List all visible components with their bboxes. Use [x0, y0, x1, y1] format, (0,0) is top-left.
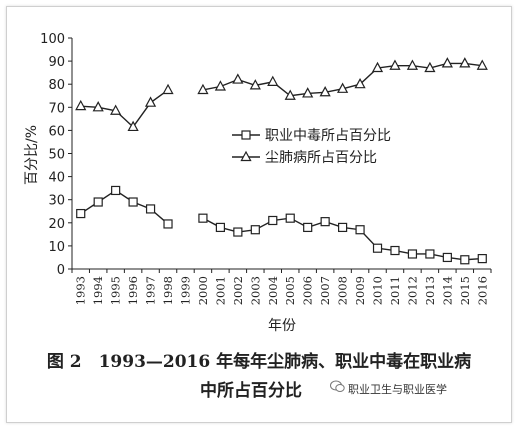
- x-tick-label: 1994: [91, 276, 105, 305]
- data-point-square: [163, 219, 173, 229]
- x-tick-label: 2011: [388, 276, 402, 305]
- data-point-triangle: [144, 96, 157, 107]
- data-point-triangle: [240, 150, 252, 162]
- data-point-square: [250, 225, 260, 235]
- x-tick-label: 2007: [318, 276, 332, 305]
- x-tick-label: 1998: [161, 276, 175, 305]
- data-point-square: [442, 252, 452, 263]
- data-point-triangle: [127, 120, 139, 132]
- data-point-triangle: [302, 87, 314, 98]
- data-point-square: [268, 215, 278, 226]
- data-point-triangle: [336, 82, 349, 93]
- x-tick-label: 2012: [405, 276, 419, 305]
- x-tick-label: 2013: [423, 276, 437, 305]
- data-point-triangle: [354, 77, 366, 89]
- figure-caption-line1: 图 2 1993—2016 年每年尘肺病、职业中毒在职业病: [46, 352, 472, 372]
- x-axis-label: 年份: [268, 318, 296, 334]
- data-point-triangle: [214, 80, 227, 91]
- data-point-triangle: [249, 79, 261, 90]
- x-tick-label: 2000: [196, 276, 210, 305]
- chart-axes: 0 10 20 30 40 50 60 70 80 90 100 1993 1994 1995 1996 19…: [40, 32, 492, 305]
- data-point-square: [128, 197, 138, 207]
- wechat-icon: [330, 380, 345, 392]
- data-point-triangle: [92, 101, 104, 112]
- data-point-triangle: [389, 59, 401, 70]
- data-point-square: [285, 213, 295, 223]
- y-tick-label: 90: [48, 55, 65, 70]
- data-point-square: [477, 254, 487, 264]
- x-tick-label: 2010: [371, 276, 385, 305]
- data-point-square: [233, 227, 243, 237]
- y-tick-label: 60: [48, 124, 65, 139]
- data-point-square: [111, 185, 121, 196]
- y-tick-label: 30: [48, 194, 65, 209]
- y-tick-label: 50: [48, 148, 65, 163]
- legend-label: 职业中毒所占百分比: [265, 128, 391, 144]
- legend-label: 尘肺病所占百分比: [265, 150, 377, 166]
- data-point-triangle: [459, 57, 471, 68]
- figure-caption-line2: 中所占百分比: [200, 381, 302, 401]
- data-point-triangle: [441, 57, 453, 68]
- figure-frame: [6, 6, 512, 423]
- x-tick-label: 2016: [475, 276, 489, 305]
- x-tick-label: 2004: [266, 276, 280, 305]
- data-point-triangle: [162, 83, 174, 95]
- x-tick-label: 1999: [178, 276, 192, 305]
- x-tick-label: 2005: [283, 276, 297, 305]
- data-point-square: [215, 222, 225, 233]
- data-point-square: [93, 197, 103, 207]
- data-point-square: [320, 217, 330, 227]
- y-tick-label: 20: [48, 217, 65, 232]
- data-point-square: [241, 130, 251, 140]
- data-point-triangle: [267, 75, 279, 86]
- x-tick-label: 2009: [353, 276, 367, 305]
- x-tick-label: 2014: [440, 276, 454, 305]
- x-tick-label: 2006: [301, 276, 315, 305]
- data-point-triangle: [371, 61, 384, 73]
- x-tick-label: 1993: [74, 276, 88, 305]
- x-tick-label: 2003: [248, 276, 262, 305]
- y-tick-label: 40: [48, 171, 65, 186]
- data-point-triangle: [110, 104, 122, 115]
- x-tick-label: 2002: [231, 276, 245, 305]
- x-tick-label: 2008: [336, 276, 350, 305]
- data-point-triangle: [319, 86, 331, 97]
- x-tick-label: 1996: [126, 276, 140, 305]
- data-point-triangle: [406, 59, 419, 70]
- x-tick-label: 1995: [109, 276, 123, 305]
- data-point-square: [390, 245, 400, 256]
- y-tick-label: 80: [48, 78, 65, 93]
- x-tick-label: 2015: [458, 276, 472, 305]
- series-square: [76, 185, 487, 265]
- data-point-square: [460, 255, 470, 265]
- data-point-square: [425, 249, 435, 259]
- data-point-square: [76, 208, 86, 219]
- data-point-triangle: [284, 89, 296, 100]
- series-line: [80, 89, 169, 128]
- watermark-text: 职业卫生与职业医学: [348, 383, 447, 396]
- data-point-triangle: [232, 73, 244, 84]
- x-tick-label: 2001: [213, 276, 227, 305]
- data-point-square: [338, 222, 348, 233]
- data-point-square: [407, 249, 418, 259]
- y-tick-label: 0: [57, 263, 65, 278]
- chart-series: [75, 57, 488, 265]
- data-point-triangle: [424, 61, 436, 73]
- data-point-square: [372, 243, 383, 253]
- data-point-triangle: [75, 99, 87, 111]
- data-point-square: [303, 222, 313, 233]
- y-axis-label: 百分比/%: [24, 125, 40, 185]
- y-tick-label: 100: [40, 32, 65, 47]
- data-point-square: [145, 204, 156, 214]
- x-tick-label: 1997: [144, 276, 158, 305]
- data-point-triangle: [197, 83, 209, 95]
- series-triangle: [75, 57, 488, 132]
- data-point-square: [198, 213, 208, 223]
- y-tick-label: 70: [48, 101, 65, 116]
- y-tick-label: 10: [48, 240, 65, 255]
- data-point-triangle: [476, 59, 488, 70]
- data-point-square: [355, 225, 365, 235]
